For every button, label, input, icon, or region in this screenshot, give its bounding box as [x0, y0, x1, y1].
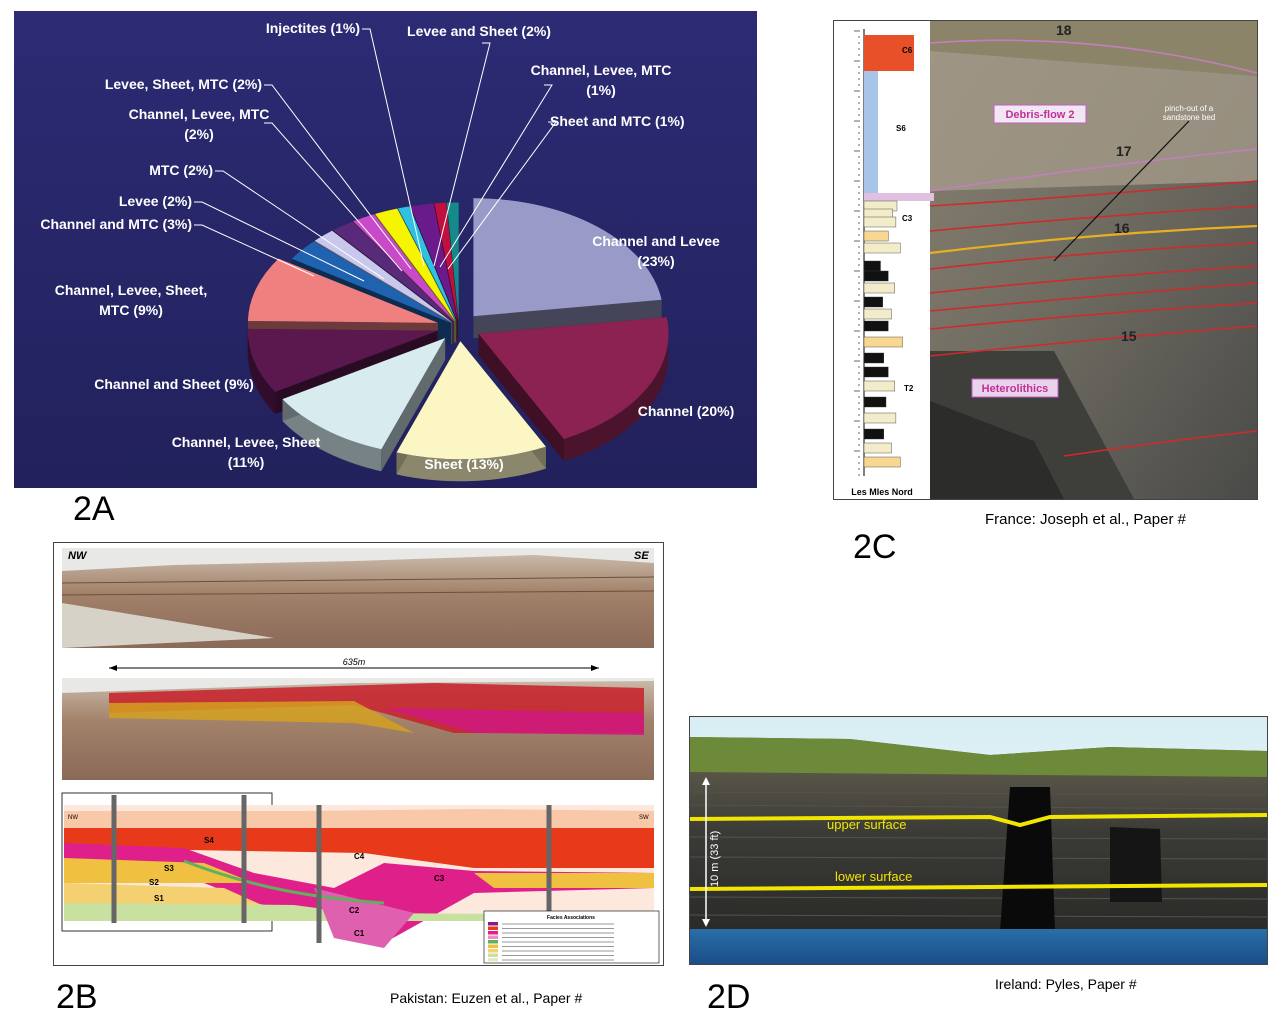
pie-slice-0 — [473, 198, 662, 317]
pie-slice-14 — [446, 202, 459, 321]
unit-s6: S6 — [896, 124, 906, 133]
pie-slice-3 — [282, 338, 446, 450]
pie-label-7: Levee (2%) — [119, 193, 192, 209]
pie-slice-13 — [434, 202, 459, 321]
photo-panorama-top: NW SE — [61, 548, 655, 648]
panel-label-2a: 2A — [73, 490, 115, 528]
pie-slice-12 — [410, 203, 458, 321]
span-label: 635m — [343, 657, 366, 667]
pie-label-6: Channel and MTC (3%) — [40, 216, 192, 232]
pie-slice-1 — [478, 317, 669, 440]
outcrop-panel-pakistan: NW SE 635m — [54, 543, 663, 965]
bed-17: 17 — [1116, 143, 1132, 159]
pie-label-9: Channel, Levee, MTC (2%) — [129, 106, 270, 142]
lower-surface-line — [689, 883, 1268, 891]
caption-2b: Pakistan: Euzen et al., Paper # — [390, 990, 583, 1006]
pinch-note-1: pinch-out of a — [1165, 104, 1214, 113]
grass-top — [690, 737, 1267, 777]
pinch-note-2: sandstone bed — [1163, 113, 1216, 122]
unit-s4: S4 — [204, 836, 214, 845]
pie-slice-5 — [247, 258, 438, 323]
pie-slice-wall — [396, 446, 546, 482]
caption-2d: Ireland: Pyles, Paper # — [995, 976, 1137, 992]
pie-slice-11 — [398, 206, 457, 321]
pie-leader-6 — [194, 224, 315, 277]
bed-18: 18 — [1056, 22, 1072, 38]
unit-s1: S1 — [154, 894, 164, 903]
pie-slice-edge — [381, 338, 446, 472]
facies-legend-title: Facies Associations — [547, 915, 595, 921]
pie-slice-9 — [353, 214, 455, 322]
panel-2c: 18 17 16 15 Debris-flow 2 Heterolithics … — [833, 20, 1258, 500]
upper-surface-label: upper surface — [827, 817, 907, 832]
unit-c1: C1 — [354, 929, 365, 938]
pie-label-1: Channel (20%) — [638, 403, 734, 419]
unit-c3: C3 — [902, 214, 913, 223]
pie-leader-8 — [215, 170, 385, 280]
panel-2d: upper surface lower surface 10 m (33 ft) — [689, 716, 1268, 965]
dir-se-top: SE — [634, 550, 649, 562]
pie-label-10: Levee, Sheet, MTC (2%) — [105, 76, 262, 92]
unit-t2: T2 — [904, 384, 914, 393]
panel-label-2b: 2B — [56, 978, 98, 1016]
panel-label-2d: 2D — [707, 978, 751, 1016]
section-nw: NW — [68, 815, 78, 821]
pie-slice-edge — [473, 299, 662, 339]
upper-surface-line — [689, 813, 1268, 828]
cross-section: NW SW S4 S3 S2 S1 C4 C3 C2 C1 Facies Ass… — [61, 792, 660, 964]
outcrop-photo-ireland: upper surface lower surface 10 m (33 ft) — [689, 717, 1268, 964]
pie-chart: Channel and Levee (23%) Channel (20%) Sheet… — [14, 11, 757, 488]
pie-leader-7 — [194, 201, 365, 282]
scale-label: 10 m (33 ft) — [709, 831, 721, 887]
pie-leader-12 — [433, 42, 491, 267]
photo-panorama-interpreted — [62, 678, 654, 780]
pie-label-11: Injectites (1%) — [266, 20, 360, 36]
unit-c3: C3 — [434, 874, 445, 883]
pie-slice-4 — [247, 328, 438, 392]
pie-leader-9 — [264, 122, 403, 272]
pie-label-0: Channel and Levee (23%) — [592, 233, 720, 269]
pie-slice-7 — [314, 230, 453, 323]
pie-slice-wall — [247, 328, 276, 414]
unit-c6: C6 — [902, 46, 913, 55]
lower-surface-label: lower surface — [835, 869, 912, 884]
tag-heterolithics: Heterolithics — [982, 383, 1049, 395]
panel-2a: Channel and Levee (23%) Channel (20%) Sheet… — [14, 11, 757, 488]
pie-label-8: MTC (2%) — [149, 162, 213, 178]
pie-label-12: Levee and Sheet (2%) — [407, 23, 551, 39]
pie-leader-14 — [447, 121, 557, 270]
pie-slice-edge — [478, 333, 564, 462]
pie-slice-2 — [396, 341, 546, 460]
bed-15: 15 — [1121, 328, 1137, 344]
unit-s3: S3 — [164, 864, 174, 873]
pie-slice-6 — [291, 241, 452, 323]
section-sw: SW — [639, 815, 649, 821]
log-footer: Les Mles Nord — [851, 487, 913, 497]
pie-slice-wall — [563, 317, 669, 462]
pie-label-4: Channel and Sheet (9%) — [94, 376, 253, 392]
unit-c2: C2 — [349, 906, 360, 915]
bed-16: 16 — [1114, 220, 1130, 236]
dir-nw-top: NW — [68, 550, 88, 562]
tag-debris-flow: Debris-flow 2 — [1005, 109, 1074, 121]
pie-leader-11 — [362, 28, 425, 267]
pie-label-2: Sheet (13%) — [424, 456, 503, 472]
pie-label-13: Channel, Levee, MTC (1%) — [531, 62, 672, 98]
pie-label-14: Sheet and MTC (1%) — [550, 113, 685, 129]
panel-label-2c: 2C — [853, 528, 897, 566]
pie-label-5: Channel, Levee, Sheet, MTC (9%) — [55, 282, 208, 318]
pie-slice-8 — [333, 221, 454, 322]
unit-c4: C4 — [354, 852, 365, 861]
sea — [690, 929, 1267, 964]
pie-leader-13 — [439, 84, 553, 268]
pie-leader-10 — [264, 84, 412, 270]
strat-log: C6 S6 C3 T2 Les Mles Nord — [834, 21, 934, 499]
outcrop-photo-france: 18 17 16 15 Debris-flow 2 Heterolithics … — [834, 21, 1258, 499]
pie-slice-wall — [282, 399, 382, 472]
pie-label-3: Channel, Levee, Sheet (11%) — [172, 434, 321, 470]
pie-slice-10 — [375, 208, 456, 321]
panel-2b: NW SE 635m — [53, 542, 664, 966]
unit-s2: S2 — [149, 878, 159, 887]
caption-2c: France: Joseph et al., Paper # — [985, 511, 1186, 528]
